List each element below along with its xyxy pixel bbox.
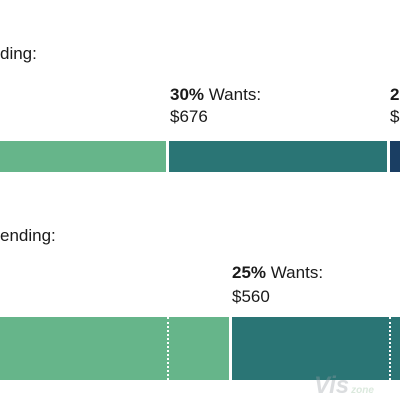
chart-1-third-value: $ xyxy=(390,107,400,126)
chart-2-bar-segment-1 xyxy=(0,317,229,380)
chart-1-wants-category: Wants xyxy=(208,85,257,104)
chart-1-bar-segment-1 xyxy=(0,141,166,172)
chart-1-wants-label: 30% Wants: xyxy=(170,85,262,104)
chart-1-third-percent: 20 xyxy=(390,85,400,104)
chart-2-title: ending: xyxy=(0,226,56,245)
chart-2-bar-segment-2 xyxy=(232,317,400,380)
chart-1-bar-segment-3 xyxy=(390,141,400,172)
chart-1-bar-segment-2 xyxy=(169,141,387,172)
chart-1-wants-percent: 30% xyxy=(170,85,205,104)
chart-2-wants-percent: 25% xyxy=(232,263,267,282)
watermark-main-text: Vis xyxy=(314,372,350,399)
chart-1-title: ding: xyxy=(0,44,37,63)
vizzone-watermark-logo: Vis zone xyxy=(314,372,374,400)
chart-2-dotted-divider-2 xyxy=(389,317,391,380)
chart-2-wants-label: 25% Wants: xyxy=(232,263,324,282)
chart-1-wants-value: $676 xyxy=(170,107,208,126)
chart-2-wants-category: Wants xyxy=(270,263,319,282)
chart-1-third-label: 20 xyxy=(390,84,400,106)
chart-2-dotted-divider-1 xyxy=(167,317,169,380)
chart-2-wants-value: $560 xyxy=(232,287,270,306)
watermark-sub-text: zone xyxy=(351,385,374,396)
